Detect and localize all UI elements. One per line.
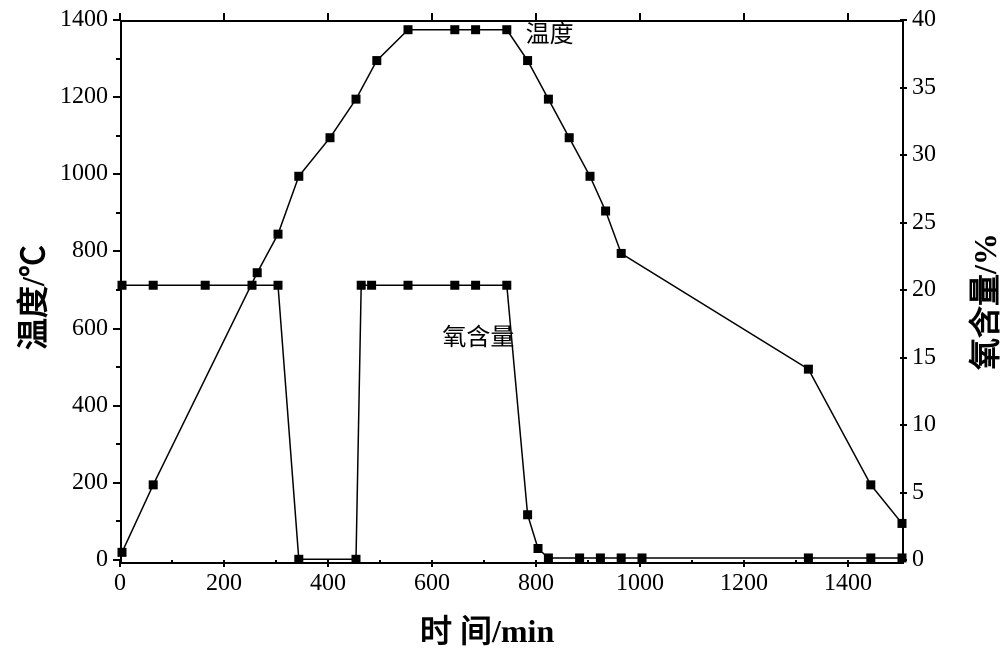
y-left-minor-tick — [116, 443, 120, 445]
x-tick-top — [431, 13, 433, 20]
x-tick — [847, 560, 849, 567]
plot-svg — [122, 22, 902, 562]
x-tick-top — [535, 13, 537, 20]
oxygen-series-label: 氧含量 — [442, 317, 514, 352]
y-left-tick — [113, 19, 120, 21]
y-left-minor-tick — [116, 212, 120, 214]
chart-container: 时 间/min 温度/℃ 氧含量/% 温度 氧含量 02004006008001… — [0, 0, 1000, 671]
y-left-tick-label: 800 — [48, 237, 108, 264]
y-left-minor-tick — [116, 366, 120, 368]
x-tick-label: 600 — [407, 570, 457, 597]
y-right-tick-label: 25 — [912, 209, 957, 236]
y-left-tick — [113, 250, 120, 252]
y-left-tick-label: 0 — [48, 546, 108, 573]
x-tick-top — [223, 13, 225, 20]
y-left-tick-label: 1000 — [48, 160, 108, 187]
x-tick-top — [327, 13, 329, 20]
y-right-tick — [900, 222, 907, 224]
x-minor-tick — [483, 560, 485, 564]
x-tick — [119, 560, 121, 567]
y-right-tick — [900, 559, 907, 561]
y-right-tick — [900, 424, 907, 426]
x-minor-tick — [587, 560, 589, 564]
y-left-tick — [113, 328, 120, 330]
x-tick-label: 1000 — [615, 570, 665, 597]
y-right-tick — [900, 357, 907, 359]
y-left-minor-tick — [116, 520, 120, 522]
x-minor-tick — [171, 560, 173, 564]
y-left-tick-label: 1400 — [48, 6, 108, 33]
y-right-tick-label: 5 — [912, 479, 957, 506]
y-right-tick-label: 10 — [912, 411, 957, 438]
y-left-minor-tick — [116, 289, 120, 291]
x-tick — [431, 560, 433, 567]
x-tick — [327, 560, 329, 567]
y-left-tick-label: 400 — [48, 392, 108, 419]
x-tick-label: 1400 — [823, 570, 873, 597]
x-minor-tick — [795, 560, 797, 564]
y-left-tick — [113, 405, 120, 407]
plot-area — [120, 20, 904, 564]
y-right-tick — [900, 154, 907, 156]
y-left-tick — [113, 173, 120, 175]
x-tick-label: 800 — [511, 570, 561, 597]
y-left-tick-label: 200 — [48, 469, 108, 496]
y-right-tick-label: 20 — [912, 276, 957, 303]
y-left-tick-label: 600 — [48, 315, 108, 342]
y-right-axis-label: 氧含量/% — [960, 233, 1000, 370]
x-tick-label: 400 — [303, 570, 353, 597]
y-right-tick-label: 40 — [912, 6, 957, 33]
y-right-tick — [900, 289, 907, 291]
x-tick-top — [743, 13, 745, 20]
y-right-tick — [900, 492, 907, 494]
y-left-tick-label: 1200 — [48, 83, 108, 110]
y-right-tick — [900, 19, 907, 21]
temperature-series-label: 温度 — [526, 14, 574, 49]
y-left-minor-tick — [116, 135, 120, 137]
y-right-tick-label: 15 — [912, 344, 957, 371]
y-left-tick — [113, 559, 120, 561]
x-tick-label: 1200 — [719, 570, 769, 597]
y-right-tick-label: 35 — [912, 74, 957, 101]
y-right-tick-label: 0 — [912, 546, 957, 573]
x-minor-tick — [691, 560, 693, 564]
x-axis-label: 时 间/min — [420, 606, 554, 652]
y-left-tick — [113, 482, 120, 484]
x-tick-label: 200 — [199, 570, 249, 597]
x-minor-tick — [275, 560, 277, 564]
x-tick — [223, 560, 225, 567]
x-tick — [535, 560, 537, 567]
x-tick-top — [847, 13, 849, 20]
x-minor-tick — [379, 560, 381, 564]
x-tick — [743, 560, 745, 567]
y-left-minor-tick — [116, 58, 120, 60]
y-left-tick — [113, 96, 120, 98]
y-right-tick — [900, 87, 907, 89]
x-tick-top — [639, 13, 641, 20]
y-right-tick-label: 30 — [912, 141, 957, 168]
x-tick — [639, 560, 641, 567]
x-tick-label: 0 — [95, 570, 145, 597]
